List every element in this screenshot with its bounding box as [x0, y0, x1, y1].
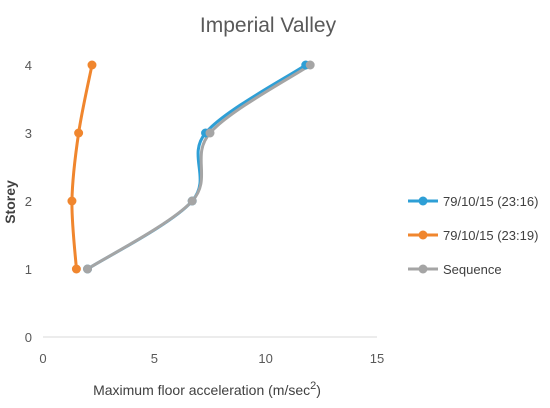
data-point [74, 128, 84, 138]
legend-entry: 79/10/15 (23:19) [443, 228, 538, 243]
y-tick-label: 1 [25, 262, 32, 277]
data-point [187, 196, 197, 206]
y-tick-label: 2 [25, 194, 32, 209]
legend-swatch-marker [418, 196, 428, 206]
series-line [86, 63, 308, 271]
y-tick-label: 4 [25, 58, 32, 73]
legend: 79/10/15 (23:16) 79/10/15 (23:19) Sequence [408, 194, 538, 277]
data-point [67, 196, 77, 206]
x-tick-label: 5 [151, 351, 158, 366]
y-tick-label: 3 [25, 126, 32, 141]
x-tick-label: 0 [39, 351, 46, 366]
plot-area: 0 5 10 15 0 1 2 3 4 [25, 58, 384, 366]
x-axis-label-superscript: 2 [310, 380, 316, 392]
x-axis-label: Maximum floor acceleration (m/sec2) [93, 380, 321, 398]
legend-swatch-marker [418, 230, 428, 240]
y-tick-label: 0 [25, 330, 32, 345]
series-line [86, 63, 312, 271]
chart-title: Imperial Valley [200, 14, 337, 37]
x-tick-label: 10 [258, 351, 272, 366]
x-axis-label-main: Maximum floor acceleration (m/sec [93, 382, 310, 398]
series-line [70, 63, 94, 271]
data-point [87, 60, 97, 70]
series-lines [70, 63, 312, 271]
data-point [71, 264, 81, 274]
data-point [83, 264, 93, 274]
data-point [305, 60, 315, 70]
series-points [67, 60, 315, 274]
x-axis-label-suffix: ) [316, 382, 321, 398]
y-tick-labels: 0 1 2 3 4 [25, 58, 32, 345]
x-tick-label: 15 [370, 351, 384, 366]
y-axis-label: Storey [2, 180, 18, 224]
legend-entry: 79/10/15 (23:16) [443, 194, 538, 209]
legend-swatch-marker [418, 264, 428, 274]
legend-entry: Sequence [443, 262, 502, 277]
data-point [205, 128, 215, 138]
x-tick-labels: 0 5 10 15 [39, 351, 384, 366]
